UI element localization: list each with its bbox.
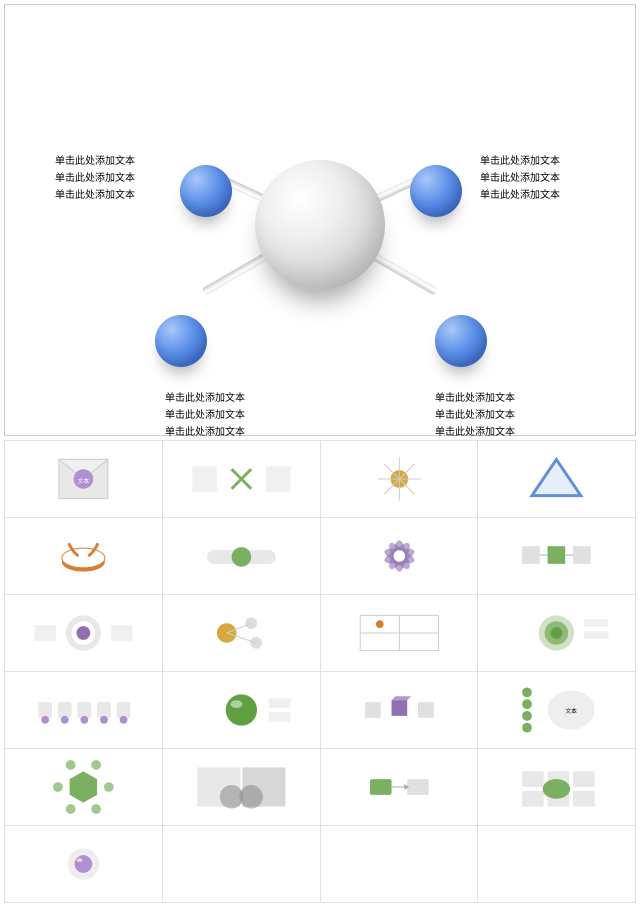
thumbnail-grid: 文本文本 [4, 440, 636, 903]
svg-text:文本: 文本 [78, 477, 90, 485]
satellite-bottom-right [435, 315, 487, 367]
thumb-cubes-green[interactable] [478, 518, 635, 594]
thumb-venn-gray[interactable] [163, 749, 320, 825]
thumb-arrows-in-green[interactable] [163, 441, 320, 517]
text-bottom-right[interactable]: 单击此处添加文本单击此处添加文本单击此处添加文本 [435, 390, 515, 441]
thumb-target-purple[interactable] [5, 595, 162, 671]
thumb-matrix-orange[interactable] [321, 595, 478, 671]
satellite-top-right [410, 165, 462, 217]
thumb-flow-green[interactable] [321, 749, 478, 825]
thumb-grid-green[interactable] [478, 749, 635, 825]
text-top-right[interactable]: 单击此处添加文本单击此处添加文本单击此处添加文本 [480, 153, 560, 204]
svg-text:文本: 文本 [565, 707, 577, 715]
thumb-chain-purple[interactable] [5, 672, 162, 748]
bond-tr [318, 173, 426, 229]
satellite-top-left [180, 165, 232, 217]
molecule-diagram: 单击此处添加文本单击此处添加文本单击此处添加文本单击此处添加文本单击此处添加文本… [255, 160, 385, 290]
text-top-left[interactable]: 单击此处添加文本单击此处添加文本单击此处添加文本 [55, 153, 135, 204]
thumb-molecule-gold[interactable] [163, 595, 320, 671]
thumb-pill-green[interactable] [163, 518, 320, 594]
thumb-empty [478, 826, 635, 902]
thumb-bowl-orange[interactable] [5, 518, 162, 594]
thumb-empty [163, 826, 320, 902]
thumb-circles-green[interactable]: 文本 [478, 672, 635, 748]
main-diagram-panel: 单击此处添加文本单击此处添加文本单击此处添加文本 单击此处添加文本单击此处添加文本… [4, 4, 636, 436]
thumb-cube-purple[interactable] [321, 672, 478, 748]
thumb-radial-gold[interactable] [321, 441, 478, 517]
center-sphere [255, 160, 385, 290]
thumb-flower-purple[interactable] [321, 518, 478, 594]
thumb-orb-purple[interactable] [5, 826, 162, 902]
thumb-envelope-purple[interactable]: 文本 [5, 441, 162, 517]
thumb-rings-green[interactable] [478, 595, 635, 671]
thumb-empty [321, 826, 478, 902]
thumb-triangle-blue[interactable] [478, 441, 635, 517]
text-bottom-left[interactable]: 单击此处添加文本单击此处添加文本单击此处添加文本 [165, 390, 245, 441]
bond-bl [201, 222, 322, 296]
thumb-hex-green[interactable] [5, 749, 162, 825]
bond-br [318, 222, 439, 296]
thumb-sphere-green[interactable] [163, 672, 320, 748]
satellite-bottom-left [155, 315, 207, 367]
